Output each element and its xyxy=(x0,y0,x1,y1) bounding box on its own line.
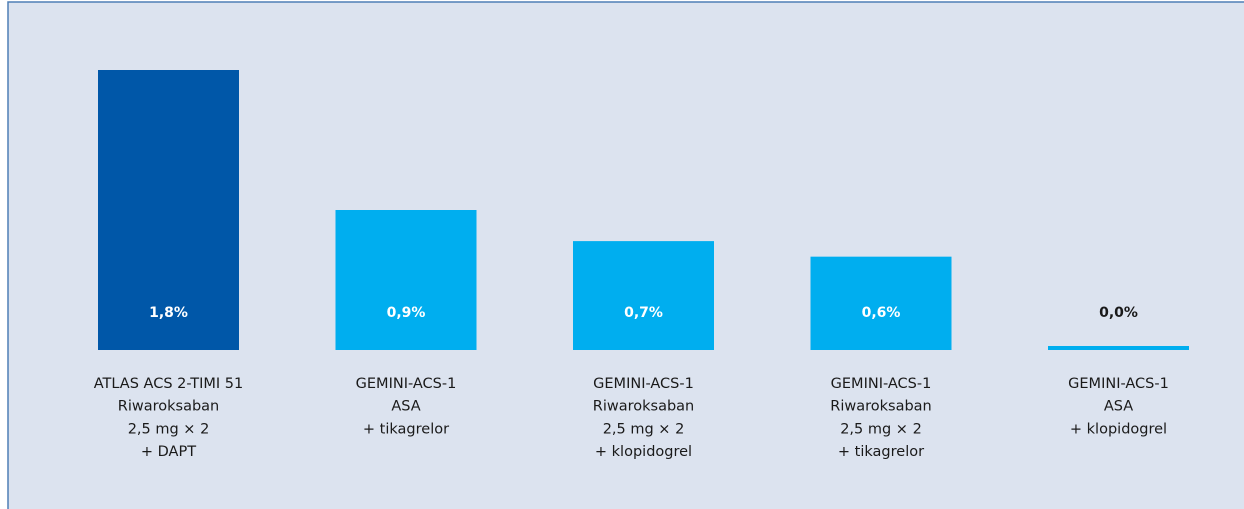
bar xyxy=(335,210,477,350)
x-tick-label: ASA xyxy=(1104,399,1133,415)
x-tick-label: 2,5 mg × 2 xyxy=(840,421,922,437)
x-tick-label: 2,5 mg × 2 xyxy=(128,421,210,437)
bar xyxy=(573,241,714,350)
x-tick-label: GEMINI-ACS-1 xyxy=(593,376,694,392)
x-tick-label: + klopidogrel xyxy=(595,444,692,460)
x-tick-label: GEMINI-ACS-1 xyxy=(1068,376,1169,392)
x-tick-label: Riwaroksaban xyxy=(118,399,219,415)
x-tick-label: + tikagrelor xyxy=(838,444,924,460)
x-tick-label: Riwaroksaban xyxy=(593,399,694,415)
bar xyxy=(98,70,239,350)
x-tick-label: Riwaroksaban xyxy=(830,399,931,415)
x-tick-label: + DAPT xyxy=(141,444,196,460)
x-tick-label: + klopidogrel xyxy=(1070,421,1167,437)
bar xyxy=(810,256,952,350)
x-tick-label: GEMINI-ACS-1 xyxy=(831,376,932,392)
x-tick-label: + tikagrelor xyxy=(363,421,449,437)
value-label: 0,7% xyxy=(624,305,663,321)
x-tick-label: GEMINI-ACS-1 xyxy=(356,376,457,392)
value-label: 0,9% xyxy=(387,305,426,321)
x-tick-label: ATLAS ACS 2-TIMI 51 xyxy=(94,376,244,392)
value-label: 1,8% xyxy=(149,305,188,321)
x-tick-label: 2,5 mg × 2 xyxy=(603,421,685,437)
value-label: 0,6% xyxy=(862,305,901,321)
bar xyxy=(1048,346,1189,350)
value-label: 0,0% xyxy=(1099,305,1138,321)
x-tick-label: ASA xyxy=(391,399,420,415)
